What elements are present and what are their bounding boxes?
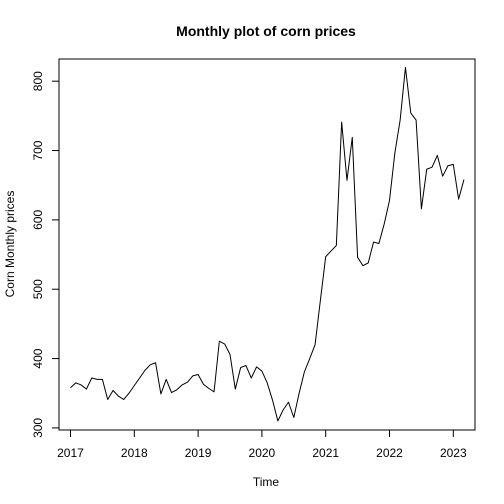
chart-title: Monthly plot of corn prices [176, 23, 356, 39]
x-tick-label: 2017 [57, 446, 84, 460]
y-tick-label: 400 [31, 348, 45, 368]
y-axis-label: Corn Monthly prices [3, 191, 17, 298]
y-tick-label: 500 [31, 279, 45, 299]
y-tick-label: 800 [31, 71, 45, 91]
plot-frame [58, 58, 476, 431]
x-tick-label: 2021 [312, 446, 339, 460]
x-tick-label: 2023 [440, 446, 467, 460]
x-tick-label: 2018 [121, 446, 148, 460]
x-tick-label: 2020 [249, 446, 276, 460]
series-line [70, 66, 465, 422]
y-axis: 300 400 500 600 700 800 [31, 71, 60, 438]
x-axis-label: Time [253, 475, 280, 489]
x-tick-label: 2022 [376, 446, 403, 460]
y-tick-label: 600 [31, 210, 45, 230]
y-tick-label: 300 [31, 418, 45, 438]
x-axis: 2017 2018 2019 2020 2021 2022 2023 [57, 429, 467, 460]
y-tick-label: 700 [31, 140, 45, 160]
x-tick-label: 2019 [185, 446, 212, 460]
